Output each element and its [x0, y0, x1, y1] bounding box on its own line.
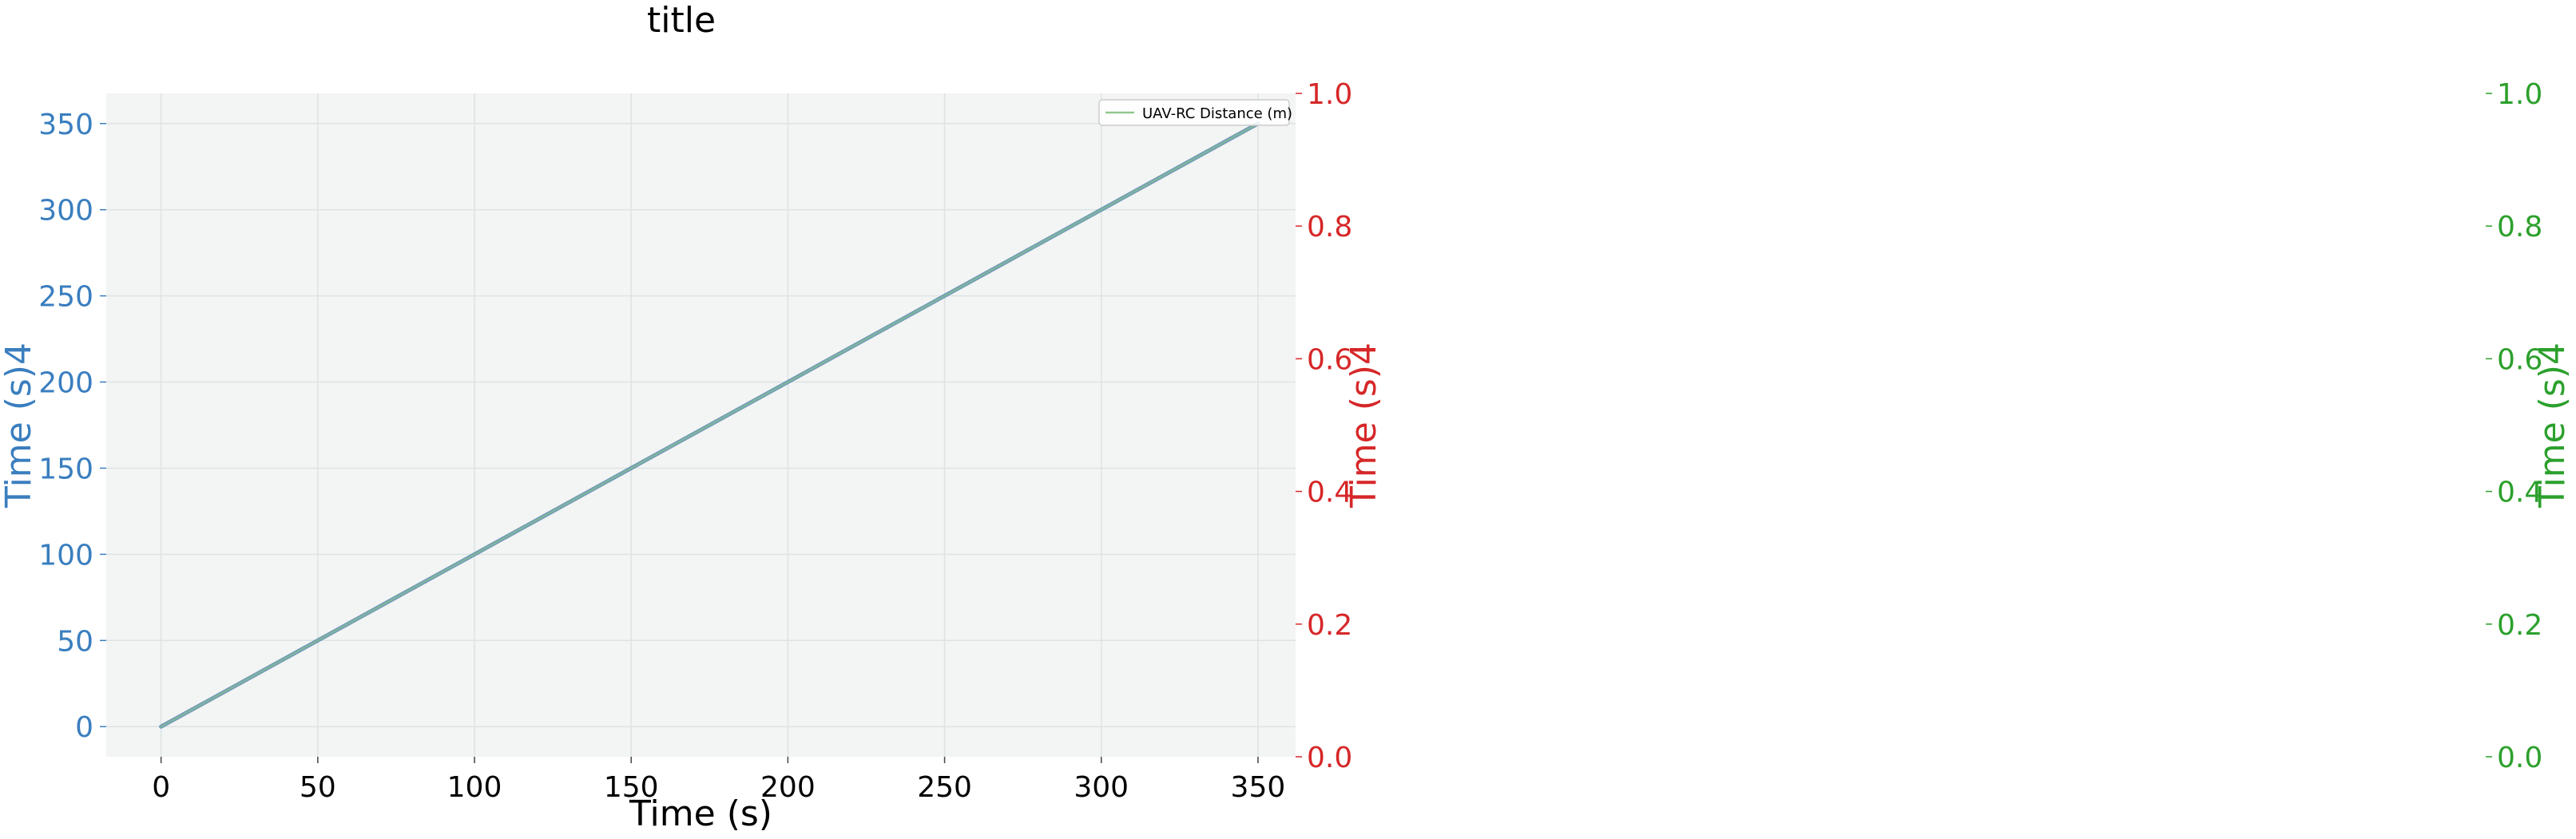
y-left-tick-label: 50: [57, 625, 93, 658]
y-right2-axis-label: Time (s)4: [2532, 342, 2573, 509]
x-tick-label: 350: [1231, 771, 1286, 804]
y-right1-tick-label: 0.4: [1307, 477, 1352, 509]
x-axis-label: Time (s): [629, 793, 772, 834]
legend: UAV-RC Distance (m): [1098, 99, 1292, 126]
y-right2-tick-label: 0.6: [2497, 343, 2542, 376]
y-left-tick-label: 0: [75, 711, 93, 744]
series-line: [160, 122, 1260, 728]
legend-label: UAV-RC Distance (m): [1142, 105, 1292, 122]
y-left-tick-label: 100: [38, 539, 93, 572]
y-right2-tick-label: 1.0: [2497, 78, 2542, 111]
y-left-tick-label: 300: [38, 195, 93, 228]
y-right2-tick-label: 0.4: [2497, 477, 2542, 509]
y-left-tick-label: 250: [38, 281, 93, 314]
chart-title: title: [647, 0, 716, 41]
y-right2-tick-label: 0.0: [2497, 742, 2542, 774]
y-right1-tick-label: 0.2: [1307, 609, 1352, 642]
x-tick-label: 50: [300, 771, 336, 804]
y-right1-tick-label: 0.0: [1307, 742, 1352, 774]
grid: [106, 93, 1296, 757]
y-right1-axis-label: Time (s)4: [1344, 342, 1384, 509]
x-tick-label: 200: [760, 771, 816, 804]
y-left-tick-label: 200: [38, 367, 93, 400]
x-tick-label: 250: [917, 771, 972, 804]
axes-layer: 0 50 100 150 200 250 300 350 0 50 100 150 200 250 300 3…: [0, 78, 2573, 804]
y-left-tick-label: 350: [38, 109, 93, 141]
y-right2-tick-label: 0.8: [2497, 211, 2542, 243]
legend-box: [1098, 99, 1290, 126]
series-layer: [159, 121, 1260, 729]
y-right1-tick-label: 0.8: [1307, 211, 1352, 243]
x-tick-label: 0: [152, 771, 170, 804]
x-tick-label: 100: [447, 771, 502, 804]
y-left-axis-label: Time (s)4: [0, 342, 39, 509]
y-right1-tick-label: 0.6: [1307, 343, 1352, 376]
x-tick-label: 300: [1074, 771, 1129, 804]
y-left-tick-label: 150: [38, 453, 93, 485]
y-right1-tick-label: 1.0: [1307, 78, 1352, 111]
x-tick-label: 150: [604, 771, 659, 804]
y-right2-tick-label: 0.2: [2497, 609, 2542, 642]
